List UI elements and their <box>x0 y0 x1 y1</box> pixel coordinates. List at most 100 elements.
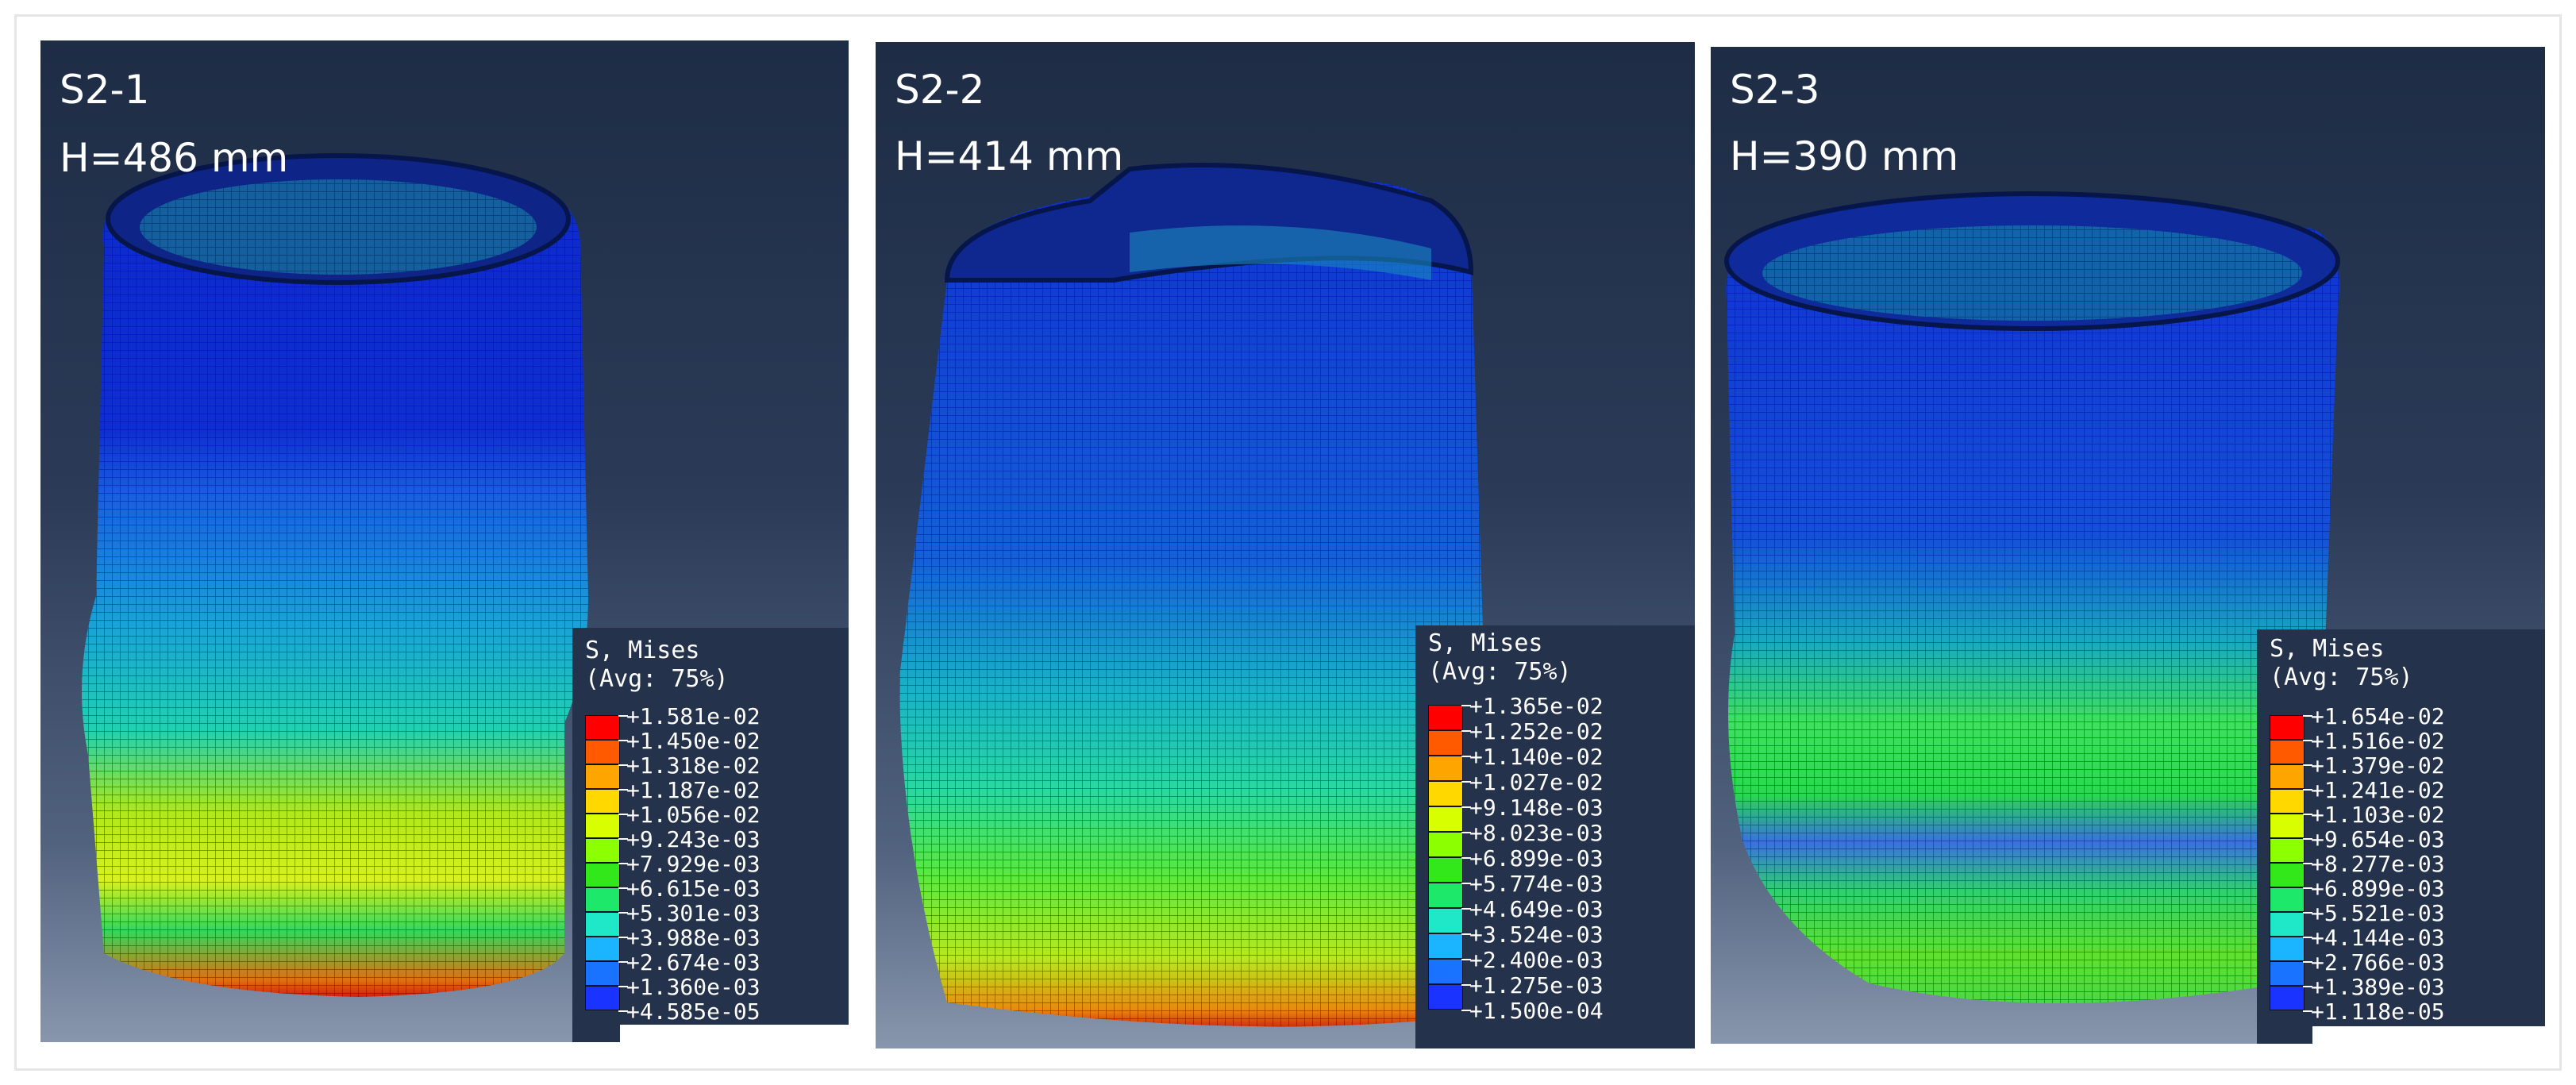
legend-value: +2.674e-03 <box>626 949 760 975</box>
legend-swatch <box>585 814 620 838</box>
legend-title: S, Mises <box>1428 629 1543 657</box>
legend-tick <box>1461 705 1471 706</box>
legend-value: +1.389e-03 <box>2311 974 2445 1000</box>
legend-value: +1.275e-03 <box>1469 972 1604 998</box>
legend-tick <box>1461 883 1471 884</box>
legend-swatch <box>585 789 620 814</box>
legend-value: +1.187e-02 <box>626 777 760 803</box>
legend-tick <box>1461 832 1471 833</box>
legend-tick <box>2303 715 2312 717</box>
legend-swatch <box>1428 705 1463 730</box>
legend-tick <box>1461 908 1471 910</box>
fem-model-s2-2 <box>899 163 1488 1027</box>
panel-s2-2: S2-2 H=414 mm S, Mises (Avg: 75%) +1.365e-… <box>876 42 1695 1048</box>
legend-value: +1.252e-02 <box>1469 718 1604 744</box>
panel-height-label: H=486 mm <box>60 135 289 181</box>
legend-tick <box>2303 887 2312 889</box>
panel-id-label: S2-3 <box>1730 67 1820 113</box>
legend-value: +1.500e-04 <box>1469 998 1604 1024</box>
legend-value: +9.148e-03 <box>1469 795 1604 821</box>
legend-value: +3.988e-03 <box>626 925 760 951</box>
legend-tick <box>2303 1010 2312 1012</box>
panel-id-label: S2-1 <box>60 67 150 113</box>
legend-tick <box>2303 814 2312 815</box>
legend-swatch <box>585 887 620 912</box>
legend-value: +1.581e-02 <box>626 703 760 729</box>
legend-subtitle: (Avg: 75%) <box>585 665 729 693</box>
legend-tick <box>1461 857 1471 859</box>
fem-model-s2-3 <box>1724 191 2340 1004</box>
legend-swatch <box>1428 857 1463 883</box>
legend-overlay-bar <box>2312 1026 2545 1044</box>
legend-value: +1.379e-02 <box>2311 752 2445 779</box>
legend-swatch <box>585 740 620 764</box>
legend-swatch <box>2270 937 2305 961</box>
legend-swatch <box>2270 912 2305 937</box>
figure-frame: S2-1 H=486 mm S, Mises (Avg: 75%) +1.581e-… <box>14 14 2562 1071</box>
legend-swatch <box>2270 961 2305 986</box>
legend-tick <box>618 912 628 914</box>
legend-swatch <box>1428 908 1463 933</box>
panel-id-label: S2-2 <box>895 67 985 113</box>
legend-tick <box>1461 756 1471 757</box>
legend-tick <box>618 1010 628 1012</box>
legend-tick <box>618 961 628 963</box>
legend-value: +5.774e-03 <box>1469 871 1604 897</box>
legend-swatch <box>585 764 620 789</box>
legend-value: +4.144e-03 <box>2311 925 2445 951</box>
legend-tick <box>618 715 628 717</box>
legend-tick <box>618 887 628 889</box>
legend-tick <box>618 838 628 840</box>
legend-tick <box>618 740 628 741</box>
legend-value: +7.929e-03 <box>626 851 760 877</box>
legend-tick <box>618 937 628 938</box>
legend-value: +6.899e-03 <box>2311 875 2445 902</box>
legend-tick <box>2303 764 2312 766</box>
legend-tick <box>618 814 628 815</box>
panel-height-label: H=414 mm <box>895 133 1124 179</box>
legend-value: +1.056e-02 <box>626 802 760 828</box>
legend-tick <box>1461 984 1471 986</box>
legend-swatch <box>585 715 620 740</box>
stress-legend: S, Mises (Avg: 75%) +1.581e-02 +1.450e-02 +1… <box>572 628 849 1042</box>
stress-legend: S, Mises (Avg: 75%) +1.365e-02 +1.252e-02 +1… <box>1415 625 1695 1048</box>
legend-swatch <box>585 986 620 1010</box>
legend-swatch <box>2270 887 2305 912</box>
legend-value: +3.524e-03 <box>1469 921 1604 948</box>
legend-value: +9.654e-03 <box>2311 826 2445 852</box>
legend-swatch <box>1428 959 1463 984</box>
legend-tick <box>1461 730 1471 732</box>
legend-swatch <box>1428 756 1463 781</box>
legend-swatch <box>1428 806 1463 832</box>
legend-value: +2.400e-03 <box>1469 947 1604 973</box>
legend-value: +8.277e-03 <box>2311 851 2445 877</box>
legend-swatch <box>1428 933 1463 959</box>
legend-swatch <box>1428 832 1463 857</box>
legend-tick <box>2303 838 2312 840</box>
legend-swatch <box>585 863 620 887</box>
panel-s2-1: S2-1 H=486 mm S, Mises (Avg: 75%) +1.581e-… <box>40 40 849 1042</box>
legend-overlay-bar <box>620 1025 849 1042</box>
legend-value: +1.241e-02 <box>2311 777 2445 803</box>
legend-swatch <box>2270 838 2305 863</box>
legend-swatch <box>2270 740 2305 764</box>
legend-value: +1.140e-02 <box>1469 744 1604 770</box>
legend-title: S, Mises <box>2270 635 2385 663</box>
legend-tick <box>2303 863 2312 864</box>
legend-value: +2.766e-03 <box>2311 949 2445 975</box>
legend-tick <box>1461 781 1471 783</box>
legend-swatch <box>1428 781 1463 806</box>
legend-value: +1.103e-02 <box>2311 802 2445 828</box>
legend-swatch <box>1428 984 1463 1010</box>
panel-s2-3: S2-3 H=390 mm S, Mises (Avg: 75%) +1.654e-… <box>1711 47 2545 1044</box>
legend-tick <box>618 789 628 791</box>
panel-height-label: H=390 mm <box>1730 133 1959 179</box>
legend-tick <box>2303 740 2312 741</box>
legend-swatch <box>2270 715 2305 740</box>
legend-swatch <box>1428 730 1463 756</box>
legend-swatch <box>585 912 620 937</box>
legend-value: +9.243e-03 <box>626 826 760 852</box>
legend-swatch <box>2270 814 2305 838</box>
legend-swatch <box>1428 883 1463 908</box>
legend-tick <box>618 986 628 987</box>
